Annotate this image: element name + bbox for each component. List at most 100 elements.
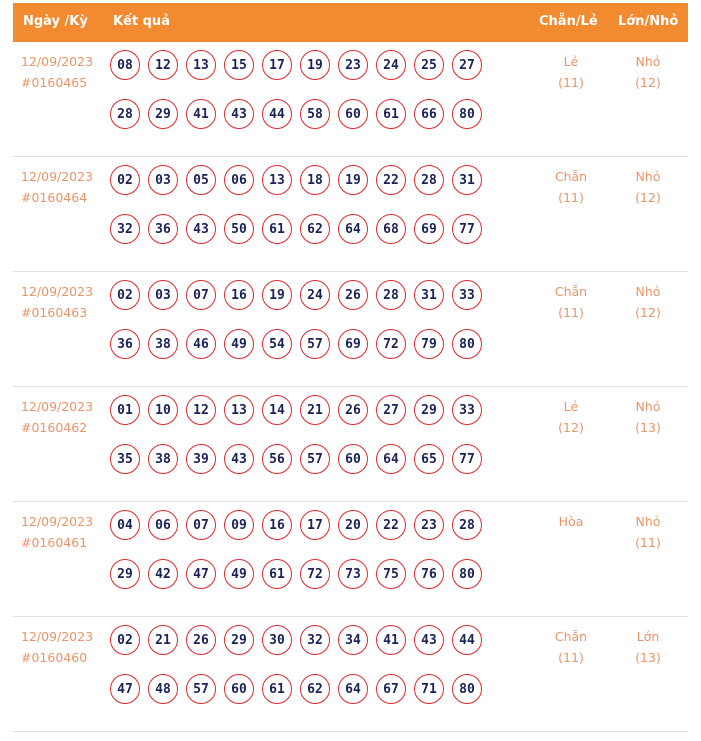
- even-odd-label: Hòa: [558, 514, 584, 529]
- number-ball: 10: [148, 395, 178, 425]
- draw-info: 12/09/2023 #0160465: [21, 51, 93, 93]
- big-small-label: Nhỏ: [635, 54, 661, 69]
- number-ball: 14: [262, 395, 292, 425]
- number-ball: 28: [376, 280, 406, 310]
- header-result: Kết quả: [113, 14, 170, 29]
- number-ball: 80: [452, 674, 482, 704]
- big-small-cell: Nhỏ (13): [618, 396, 678, 438]
- number-ball: 57: [300, 329, 330, 359]
- number-ball: 57: [300, 444, 330, 474]
- big-small-label: Nhỏ: [635, 284, 661, 299]
- number-ball: 61: [262, 674, 292, 704]
- number-ball: 61: [262, 559, 292, 589]
- number-ball: 08: [110, 50, 140, 80]
- number-ball: 66: [414, 99, 444, 129]
- number-ball: 09: [224, 510, 254, 540]
- number-ball: 21: [300, 395, 330, 425]
- even-odd-cell: Lẻ (11): [541, 51, 601, 93]
- number-ball: 69: [338, 329, 368, 359]
- number-ball: 19: [262, 280, 292, 310]
- number-ball: 80: [452, 99, 482, 129]
- number-ball: 22: [376, 165, 406, 195]
- number-ball: 80: [452, 559, 482, 589]
- big-small-count: (12): [635, 305, 661, 320]
- draw-id: #0160465: [21, 75, 88, 90]
- table-row: 12/09/2023 #0160464 02 03 05 06 13 18 19 22 28 31 3…: [13, 157, 688, 272]
- number-ball: 47: [186, 559, 216, 589]
- header-big-small: Lớn/Nhỏ: [618, 14, 679, 29]
- draw-id: #0160463: [21, 305, 88, 320]
- number-ball: 43: [414, 625, 444, 655]
- number-ball: 43: [186, 214, 216, 244]
- draw-id: #0160461: [21, 535, 88, 550]
- number-ball: 29: [414, 395, 444, 425]
- big-small-label: Nhỏ: [635, 169, 661, 184]
- even-odd-count: (11): [558, 305, 584, 320]
- number-ball: 62: [300, 214, 330, 244]
- number-ball: 12: [148, 50, 178, 80]
- results-table: Ngày /Kỳ Kết quả Chẵn/Lẻ Lớn/Nhỏ 12/09/2…: [13, 3, 688, 732]
- number-ball: 44: [452, 625, 482, 655]
- draw-id: #0160460: [21, 650, 88, 665]
- even-odd-cell: Chẵn (11): [541, 626, 601, 668]
- draw-info: 12/09/2023 #0160462: [21, 396, 93, 438]
- draw-info: 12/09/2023 #0160464: [21, 166, 93, 208]
- draw-id: #0160464: [21, 190, 88, 205]
- even-odd-count: (11): [558, 75, 584, 90]
- big-small-cell: Nhỏ (12): [618, 51, 678, 93]
- number-ball: 49: [224, 329, 254, 359]
- table-row: 12/09/2023 #0160461 04 06 07 09 16 17 20 22 23 28 2…: [13, 502, 688, 617]
- number-ball: 64: [376, 444, 406, 474]
- number-ball: 39: [186, 444, 216, 474]
- number-ball: 76: [414, 559, 444, 589]
- number-ball: 38: [148, 444, 178, 474]
- big-small-count: (12): [635, 75, 661, 90]
- number-ball: 50: [224, 214, 254, 244]
- number-ball: 23: [338, 50, 368, 80]
- even-odd-label: Chẵn: [554, 629, 588, 644]
- number-ball: 49: [224, 559, 254, 589]
- number-ball: 65: [414, 444, 444, 474]
- big-small-cell: Nhỏ (12): [618, 281, 678, 323]
- number-ball: 03: [148, 280, 178, 310]
- number-ball: 24: [300, 280, 330, 310]
- number-ball: 19: [300, 50, 330, 80]
- number-ball: 79: [414, 329, 444, 359]
- number-ball: 21: [148, 625, 178, 655]
- number-ball: 61: [262, 214, 292, 244]
- number-ball: 26: [338, 280, 368, 310]
- number-ball: 26: [186, 625, 216, 655]
- big-small-count: (13): [635, 650, 661, 665]
- number-ball: 03: [148, 165, 178, 195]
- number-ball: 41: [186, 99, 216, 129]
- number-ball: 20: [338, 510, 368, 540]
- draw-date: 12/09/2023: [21, 54, 94, 69]
- header-date: Ngày /Kỳ: [23, 14, 88, 29]
- number-ball: 58: [300, 99, 330, 129]
- number-ball: 44: [262, 99, 292, 129]
- number-ball: 24: [376, 50, 406, 80]
- number-balls: 04 06 07 09 16 17 20 22 23 28 29 42 47 49 61 72 73 75 76 80: [110, 510, 500, 589]
- big-small-cell: Lớn (13): [618, 626, 678, 668]
- number-ball: 36: [110, 329, 140, 359]
- big-small-label: Nhỏ: [635, 399, 661, 414]
- number-balls: 02 03 05 06 13 18 19 22 28 31 32 36 43 50 61 62 64 68 69 77: [110, 165, 500, 244]
- number-ball: 02: [110, 625, 140, 655]
- even-odd-label: Lẻ: [563, 399, 579, 414]
- number-ball: 06: [148, 510, 178, 540]
- table-row: 12/09/2023 #0160462 01 10 12 13 14 21 26 27 29 33 3…: [13, 387, 688, 502]
- number-ball: 64: [338, 214, 368, 244]
- number-ball: 19: [338, 165, 368, 195]
- number-ball: 16: [224, 280, 254, 310]
- number-ball: 54: [262, 329, 292, 359]
- number-ball: 68: [376, 214, 406, 244]
- big-small-label: Lớn: [636, 629, 660, 644]
- number-ball: 33: [452, 395, 482, 425]
- big-small-cell: Nhỏ (11): [618, 511, 678, 553]
- number-ball: 12: [186, 395, 216, 425]
- number-ball: 18: [300, 165, 330, 195]
- draw-date: 12/09/2023: [21, 284, 94, 299]
- number-balls: 08 12 13 15 17 19 23 24 25 27 28 29 41 43 44 58 60 61 66 80: [110, 50, 500, 129]
- number-ball: 48: [148, 674, 178, 704]
- number-ball: 38: [148, 329, 178, 359]
